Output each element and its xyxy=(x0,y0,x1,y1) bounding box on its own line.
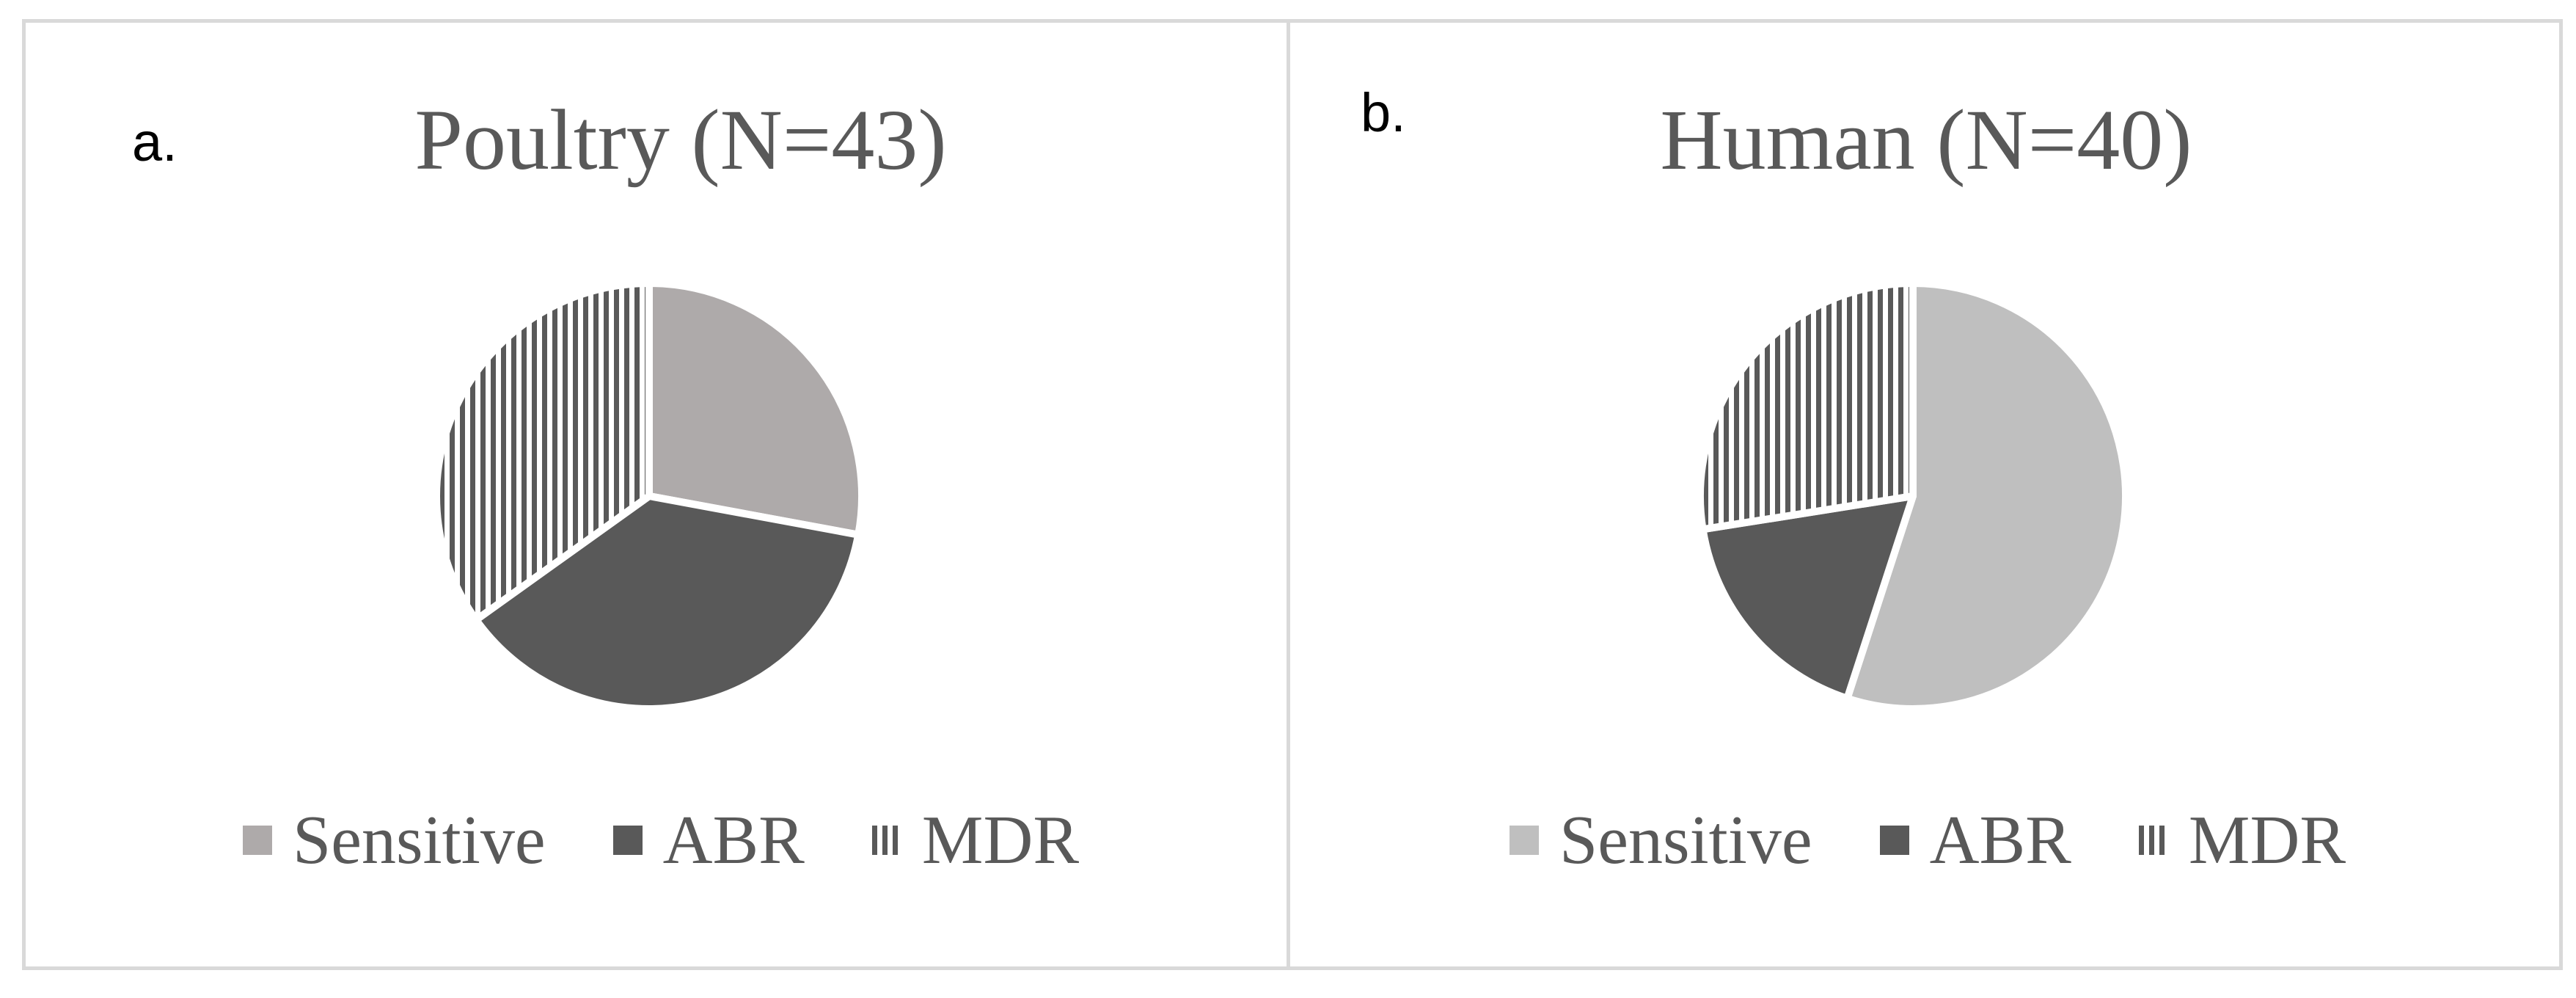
legend-item: ABR xyxy=(612,801,805,880)
panel-label: a. xyxy=(132,112,178,172)
legend-item: MDR xyxy=(871,801,1080,880)
legend-swatch-fill xyxy=(1879,826,1909,855)
legend-item: ABR xyxy=(1879,801,2071,880)
legend-swatch xyxy=(1509,826,1539,855)
chart-title: Poultry (N=43) xyxy=(414,92,947,188)
legend-label: Sensitive xyxy=(292,802,546,878)
legend: Sensitive ABR MDR xyxy=(1290,801,2559,880)
legend: Sensitive ABR MDR xyxy=(26,801,1293,880)
legend-label: MDR xyxy=(2188,802,2346,878)
legend-label: Sensitive xyxy=(1559,802,1812,878)
legend-swatch-fill xyxy=(612,826,643,855)
chart-panel-poultry: a. Poultry (N=43) Sensitive ABR MDR xyxy=(22,19,1297,970)
panel-label: b. xyxy=(1361,82,1406,143)
legend-label: ABR xyxy=(662,802,805,878)
pie-slice-sensitive xyxy=(1843,280,2129,713)
legend-swatch xyxy=(612,826,643,855)
legend-item: Sensitive xyxy=(1509,801,1812,880)
legend-item: MDR xyxy=(2138,801,2346,880)
legend-swatch xyxy=(2138,826,2168,855)
legend-swatch xyxy=(1879,826,1909,855)
pie-chart xyxy=(433,280,866,713)
legend-swatch xyxy=(242,826,272,855)
pie-chart xyxy=(1697,280,2129,713)
pie-slice-abr xyxy=(1699,492,1917,702)
pie-slice-abr xyxy=(472,492,863,713)
pie-slice-mdr xyxy=(433,280,653,624)
pie-slice-sensitive xyxy=(645,280,866,539)
legend-label: MDR xyxy=(921,802,1080,878)
legend-swatch-fill xyxy=(1509,826,1539,855)
legend-item: Sensitive xyxy=(242,801,546,880)
legend-swatch xyxy=(871,826,901,855)
legend-swatch-fill xyxy=(871,826,901,855)
chart-title: Human (N=40) xyxy=(1660,92,2192,188)
legend-swatch-fill xyxy=(242,826,272,855)
legend-swatch-fill xyxy=(2138,826,2168,855)
chart-panel-human: b. Human (N=40) Sensitive ABR MDR xyxy=(1287,19,2563,970)
legend-label: ABR xyxy=(1929,802,2071,878)
pie-slice-mdr xyxy=(1697,280,1917,533)
